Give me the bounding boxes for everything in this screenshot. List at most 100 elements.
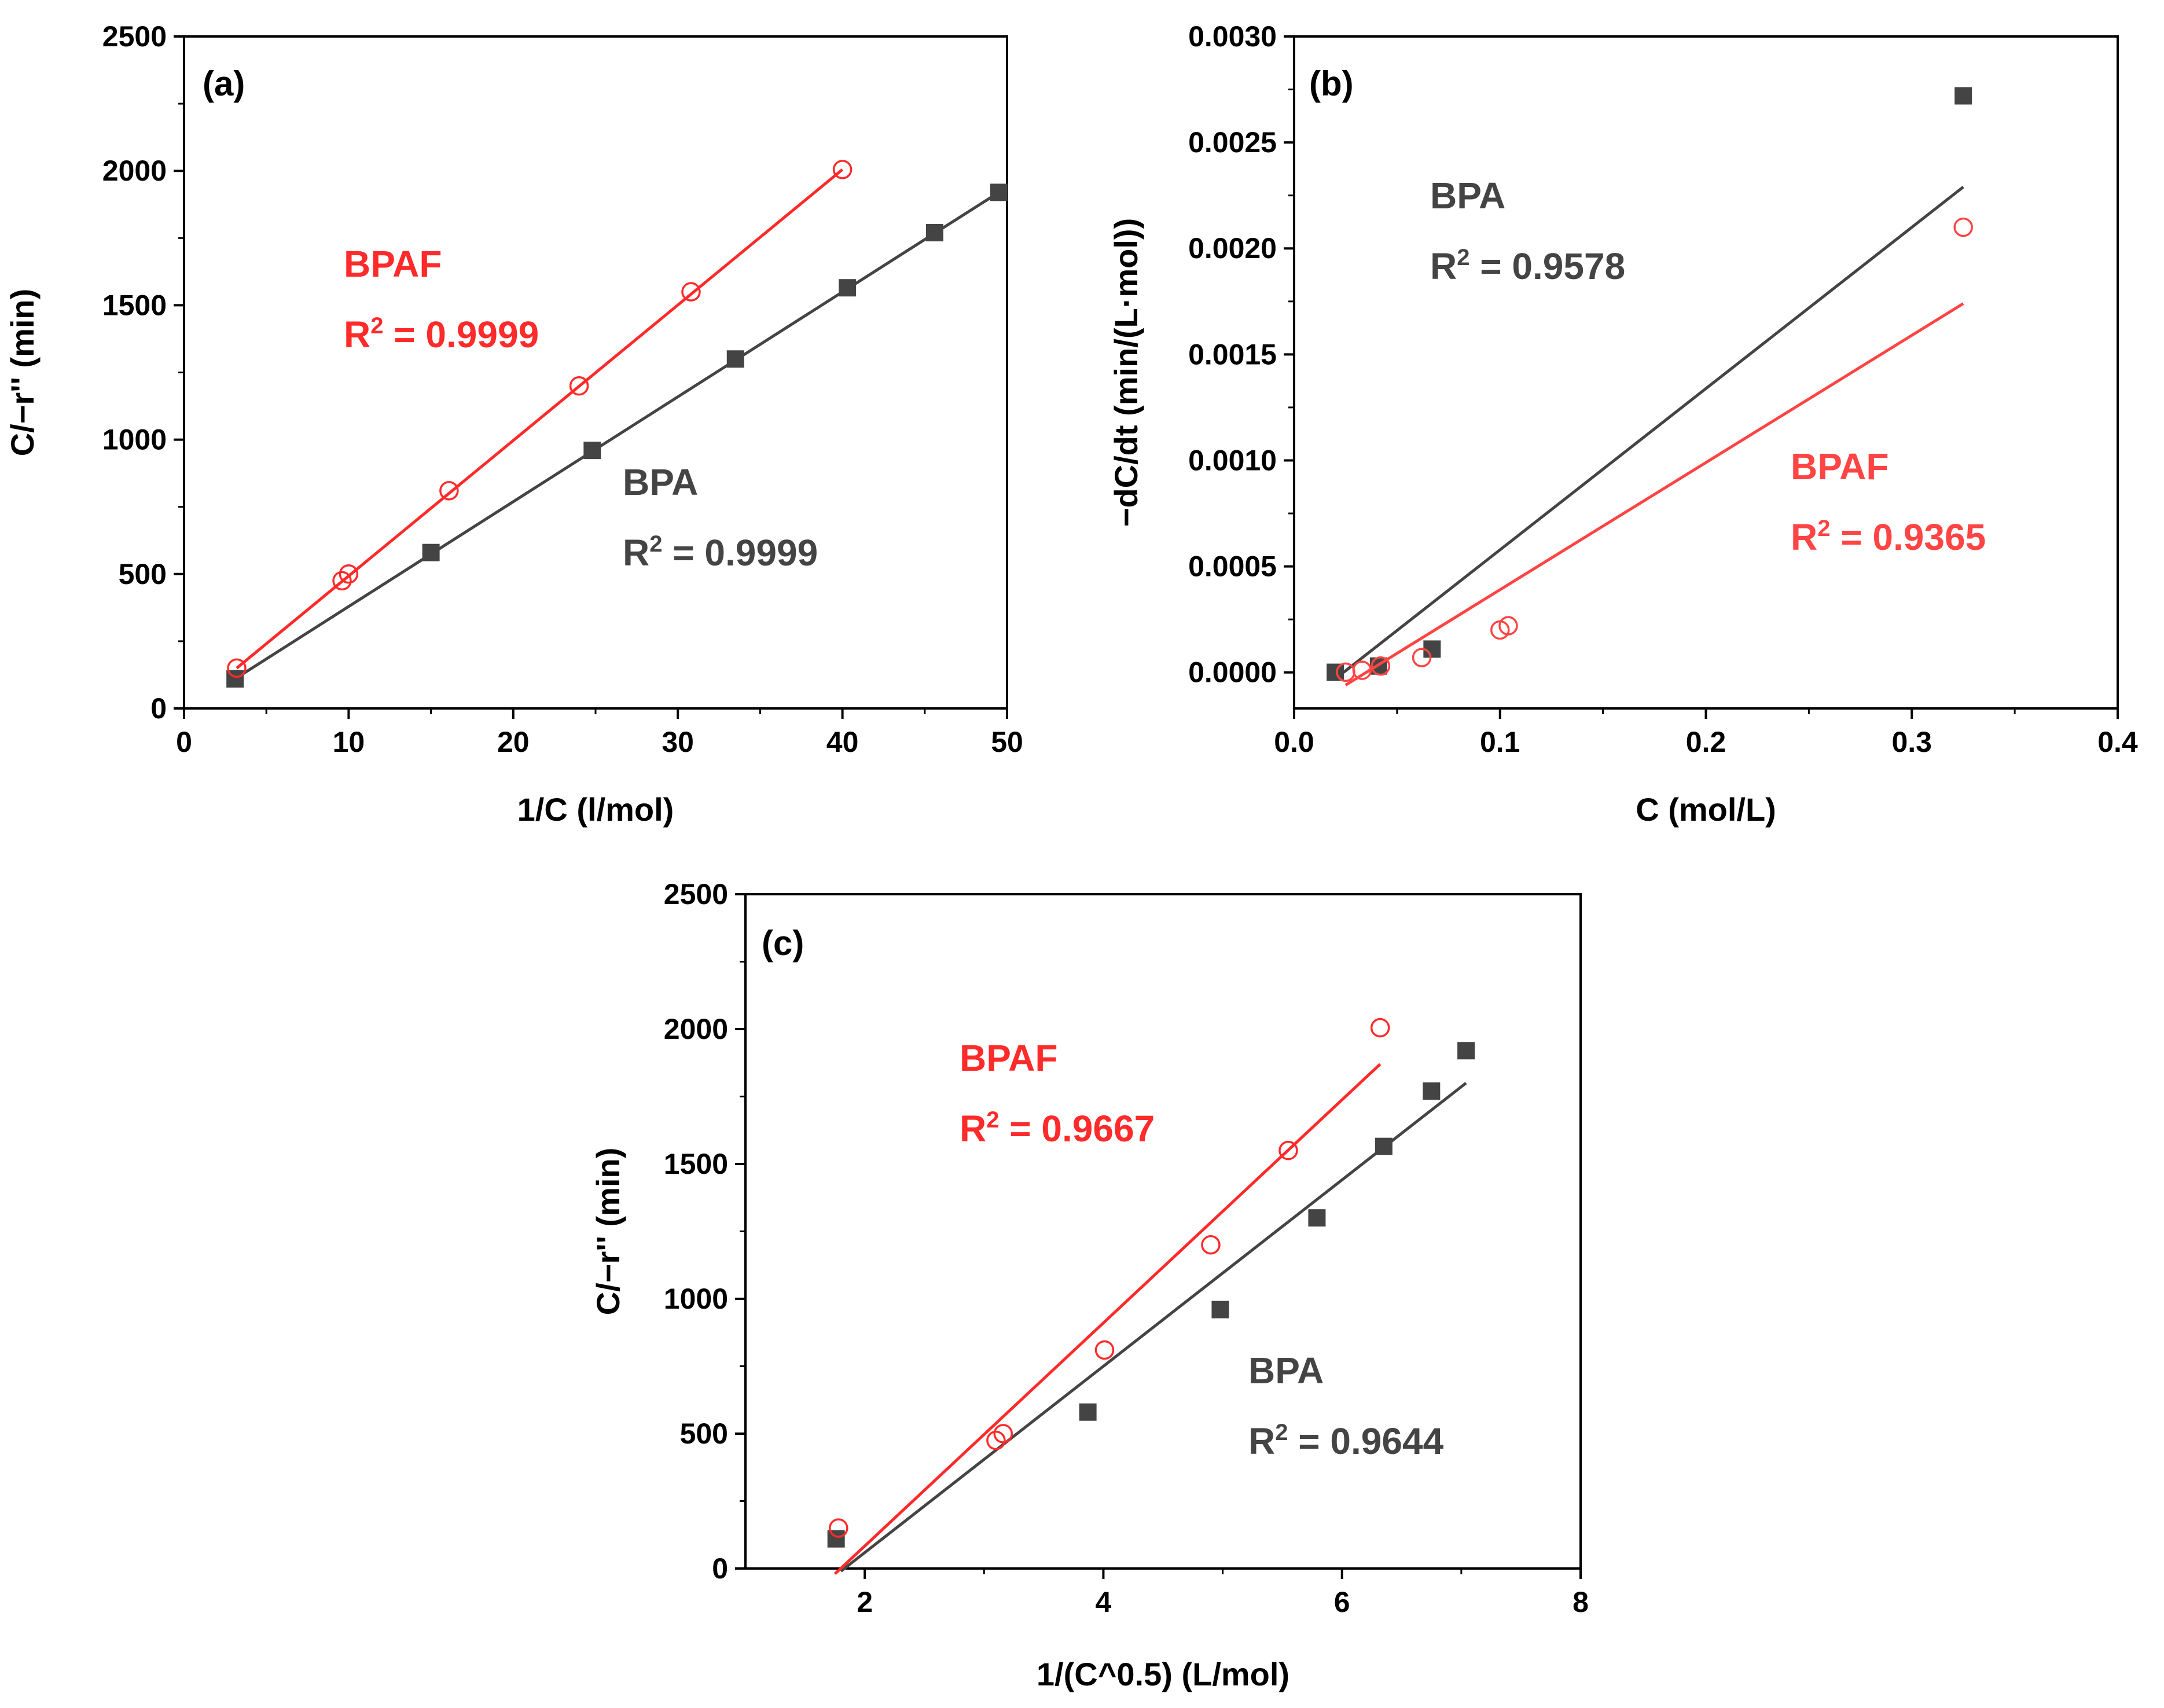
fit-line-bpa — [234, 191, 1000, 681]
x-tick-label: 50 — [991, 726, 1023, 758]
r-squared-label-bpaf: R2 = 0.9999 — [344, 313, 539, 355]
r-squared-prefix: R — [1248, 1420, 1275, 1462]
data-point-bpa — [1211, 1301, 1229, 1318]
series-label-bpaf: BPAF — [344, 243, 442, 285]
plot-frame — [744, 893, 1582, 1570]
x-axis-label: 1/C (l/mol) — [517, 791, 674, 828]
x-tick-label: 30 — [662, 726, 694, 758]
series-label-bpa: BPA — [1430, 175, 1505, 216]
x-tick-label: 8 — [1573, 1586, 1589, 1618]
data-point-bpaf — [1278, 1140, 1298, 1160]
x-tick-label: 0.4 — [2097, 726, 2138, 758]
fit-line-bpa — [840, 1082, 1467, 1573]
y-tick-label: 1000 — [102, 424, 167, 456]
r-squared-prefix: R — [960, 1108, 986, 1149]
data-point-bpaf — [832, 160, 853, 179]
data-point-bpaf — [986, 1430, 1006, 1450]
r-squared-value: = 0.9999 — [383, 314, 539, 355]
y-tick-label: 1000 — [664, 1283, 728, 1315]
fit-line-bpaf — [236, 168, 844, 670]
x-tick-label: 0.2 — [1686, 726, 1726, 758]
y-tick-label: 0.0010 — [1188, 444, 1277, 476]
r-squared-value: = 0.9667 — [999, 1108, 1155, 1149]
fit-line-bpa — [1342, 186, 1964, 674]
data-point-bpaf — [1352, 660, 1372, 680]
series-label-bpaf: BPAF — [1791, 446, 1889, 487]
data-point-bpaf — [439, 481, 459, 501]
r-squared-value: = 0.9644 — [1288, 1420, 1443, 1462]
y-axis-label: −dC/dt (min/(L·mol)) — [1108, 218, 1144, 527]
y-tick-label: 2000 — [664, 1013, 728, 1045]
data-point-bpaf — [1498, 616, 1518, 636]
panel-label: (a) — [203, 64, 245, 103]
r-squared-exponent: 2 — [649, 531, 662, 557]
data-point-bpaf — [1412, 648, 1432, 667]
data-point-bpa — [1423, 1082, 1441, 1100]
x-tick-label: 20 — [497, 726, 530, 758]
y-tick-label: 500 — [119, 558, 167, 590]
x-tick-label: 10 — [333, 726, 365, 758]
y-axis-label: C/−r'' (min) — [4, 289, 41, 457]
series-label-bpa: BPA — [1248, 1350, 1324, 1391]
r-squared-exponent: 2 — [1275, 1420, 1288, 1445]
fit-line-bpaf — [1344, 302, 1964, 686]
r-squared-label-bpaf: R2 = 0.9667 — [960, 1107, 1155, 1149]
data-point-bpa — [1457, 1042, 1475, 1060]
x-axis-label: 1/(C^0.5) (L/mol) — [1037, 1656, 1289, 1692]
data-point-bpaf — [339, 564, 359, 584]
data-point-bpa — [726, 350, 744, 368]
r-squared-prefix: R — [1430, 245, 1457, 287]
y-tick-label: 2500 — [102, 20, 167, 53]
r-squared-exponent: 2 — [1817, 516, 1830, 541]
plot-frame — [1293, 35, 2119, 710]
data-point-bpa — [1954, 87, 1972, 105]
y-tick-label: 1500 — [102, 289, 167, 321]
r-squared-value: = 0.9578 — [1469, 245, 1625, 287]
r-squared-prefix: R — [623, 532, 649, 574]
x-tick-label: 0.1 — [1480, 726, 1520, 758]
r-squared-label-bpa: R2 = 0.9644 — [1248, 1420, 1444, 1462]
x-axis-label: C (mol/L) — [1636, 791, 1776, 828]
data-point-bpa — [839, 279, 857, 297]
data-point-bpaf — [681, 282, 701, 302]
r-squared-exponent: 2 — [370, 313, 383, 339]
r-squared-label-bpaf: R2 = 0.9365 — [1791, 516, 1986, 558]
data-point-bpaf — [993, 1424, 1013, 1443]
r-squared-exponent: 2 — [986, 1107, 999, 1133]
data-point-bpa — [1079, 1403, 1097, 1421]
y-tick-label: 2500 — [664, 878, 728, 910]
y-tick-label: 0.0020 — [1188, 232, 1277, 265]
x-tick-label: 0.0 — [1274, 726, 1314, 758]
y-tick-label: 0 — [150, 692, 167, 725]
fit-line-bpaf — [833, 1063, 1382, 1575]
y-tick-label: 0.0005 — [1188, 550, 1277, 583]
panel-label: (c) — [762, 924, 804, 963]
panel-b: 0.0 0.1 0.2 0.3 0.4 0.0000 0.0005 0.0010 0.0015 0… — [1108, 20, 2138, 828]
r-squared-value: = 0.9365 — [1830, 516, 1986, 558]
panel-label: (b) — [1309, 64, 1354, 103]
x-tick-label: 6 — [1334, 1586, 1350, 1618]
y-tick-label: 0 — [712, 1552, 728, 1585]
data-point-bpa — [925, 224, 943, 242]
series-label-bpa: BPA — [623, 461, 698, 503]
data-point-bpaf — [1371, 656, 1391, 676]
r-squared-prefix: R — [344, 314, 370, 355]
y-tick-label: 1500 — [664, 1148, 728, 1180]
x-tick-label: 0 — [176, 726, 192, 758]
r-squared-label-bpa: R2 = 0.9578 — [1430, 245, 1625, 287]
series-label-bpaf: BPAF — [960, 1037, 1057, 1079]
data-point-bpaf — [829, 1518, 848, 1538]
y-axis-label: C/−r'' (min) — [590, 1148, 626, 1316]
x-tick-label: 0.3 — [1891, 726, 1932, 758]
data-point-bpaf — [1370, 1018, 1390, 1038]
data-point-bpaf — [332, 571, 352, 591]
r-squared-exponent: 2 — [1457, 245, 1469, 270]
